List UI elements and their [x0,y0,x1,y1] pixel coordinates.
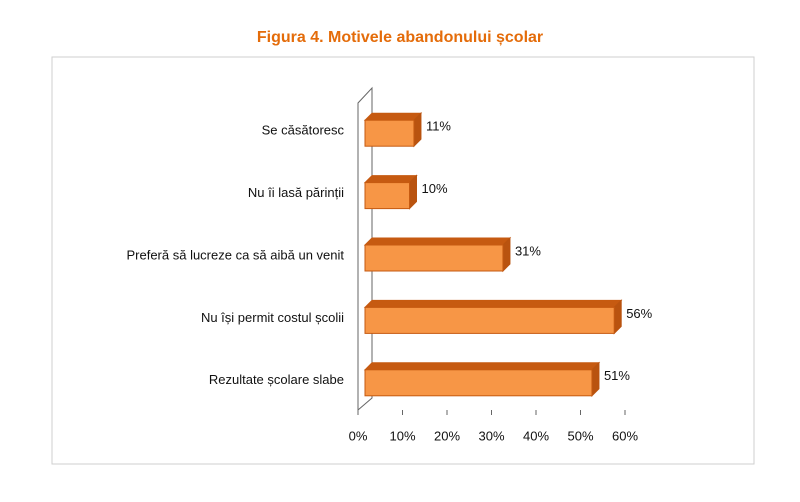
bar-top [363,299,623,308]
bar [364,369,593,397]
value-label: 11% [426,119,451,134]
axis-wall [357,86,373,411]
bar-top [363,362,601,371]
x-tick-label: 10% [389,428,415,443]
bar [364,244,504,272]
bar [364,306,615,334]
value-label: 31% [515,243,541,258]
value-label: 51% [604,368,630,383]
bar-top [363,112,423,121]
y-tick-label: Se căsătoresc [262,123,345,138]
bar-top [363,237,512,246]
y-tick-label: Preferă să lucreze ca să aibă un venit [126,247,344,262]
y-tick-label: Rezultate școlare slabe [209,372,344,387]
bar [364,119,415,147]
bar-top [363,175,418,184]
value-label: 10% [422,181,448,196]
chart-title: Figura 4. Motivele abandonului școlar [257,29,543,46]
x-tick-label: 60% [612,428,638,443]
x-tick-label: 40% [523,428,549,443]
x-tick-label: 30% [478,428,504,443]
x-tick-label: 0% [349,428,368,443]
y-tick-label: Nu își permit costul școlii [201,310,344,325]
y-tick-label: Nu îi lasă părinții [248,185,344,200]
chart-border [51,56,755,465]
bar [364,182,410,210]
x-tick-label: 20% [434,428,460,443]
value-label: 56% [626,306,652,321]
x-tick-label: 50% [567,428,593,443]
